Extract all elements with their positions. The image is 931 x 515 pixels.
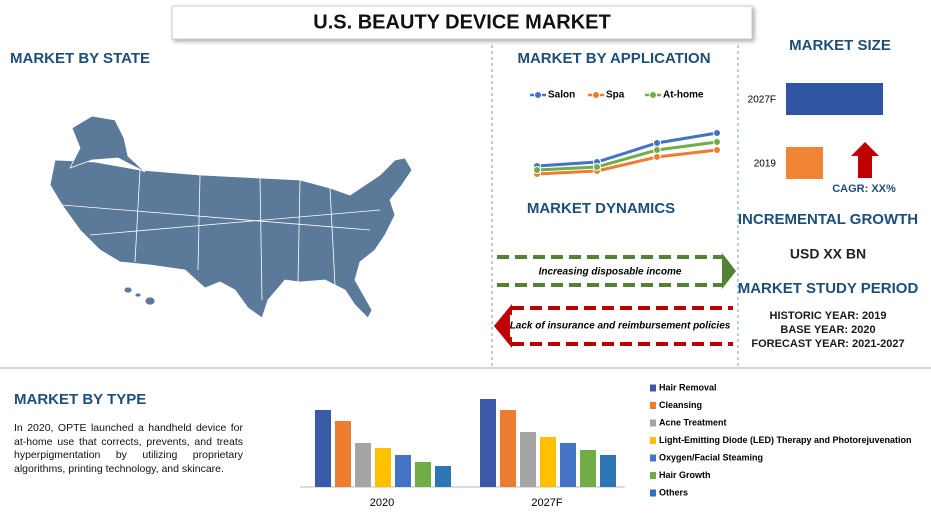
legend-label: At-home xyxy=(663,90,704,101)
bar xyxy=(335,421,351,487)
bar xyxy=(786,83,883,115)
point xyxy=(593,163,601,171)
legend-label: Oxygen/Facial Steaming xyxy=(659,452,763,462)
dynamics-title: MARKET DYNAMICS xyxy=(527,200,675,217)
x-tick-label: 2020 xyxy=(370,497,394,509)
bar xyxy=(415,462,431,487)
legend-label: Salon xyxy=(548,90,575,101)
point xyxy=(533,166,541,174)
legend-marker xyxy=(649,91,657,99)
point xyxy=(713,138,721,146)
bar xyxy=(435,466,451,487)
page-title: U.S. BEAUTY DEVICE MARKET xyxy=(313,11,610,33)
bar xyxy=(395,455,411,487)
series-line xyxy=(536,148,718,176)
bar xyxy=(580,450,596,487)
type-description: In 2020, OPTE launched a handheld device… xyxy=(14,422,243,475)
point xyxy=(713,146,721,154)
bar-label: 2027F xyxy=(748,95,776,106)
point xyxy=(653,139,661,147)
legend-swatch xyxy=(650,437,656,444)
growth-value: USD XX BN xyxy=(790,246,866,262)
cagr: CAGR: XX% xyxy=(832,183,896,195)
title-banner xyxy=(171,5,753,40)
series-line xyxy=(536,131,718,168)
legend-label: Hair Removal xyxy=(659,382,717,392)
legend-swatch xyxy=(650,402,656,409)
application-title: MARKET BY APPLICATION xyxy=(517,50,710,67)
legend-label: Acne Treatment xyxy=(659,417,727,427)
legend-label: Spa xyxy=(606,90,625,101)
state-title: MARKET BY STATE xyxy=(10,50,150,67)
bar xyxy=(520,432,536,487)
growth-arrow xyxy=(851,142,879,178)
bar xyxy=(560,443,576,487)
x-tick-label: 2027F xyxy=(531,497,562,509)
type-title: MARKET BY TYPE xyxy=(14,391,146,408)
driver-arrow xyxy=(497,253,736,289)
legend-label: Others xyxy=(659,487,688,497)
legend-marker xyxy=(592,91,600,99)
period-line: BASE YEAR: 2020 xyxy=(780,324,875,336)
period-line: HISTORIC YEAR: 2019 xyxy=(770,310,887,322)
series-line xyxy=(536,140,718,172)
legend-label: Cleansing xyxy=(659,400,702,410)
point xyxy=(653,146,661,154)
point xyxy=(713,129,721,137)
bar-label: 2019 xyxy=(754,159,777,170)
us-map xyxy=(49,115,413,319)
period-line: FORECAST YEAR: 2021-2027 xyxy=(751,338,904,350)
legend-swatch xyxy=(650,454,656,462)
legend-swatch xyxy=(650,419,656,427)
bar xyxy=(375,448,391,487)
legend-swatch xyxy=(650,489,656,497)
size-title: MARKET SIZE xyxy=(789,37,891,54)
restraint-text: Lack of insurance and reimbursement poli… xyxy=(510,321,731,332)
growth-title: INCREMENTAL GROWTH xyxy=(738,211,918,228)
period-title: MARKET STUDY PERIOD xyxy=(738,280,919,297)
bar xyxy=(480,399,496,487)
driver-text: Increasing disposable income xyxy=(539,267,682,278)
legend-marker xyxy=(534,91,542,99)
legend-label: Light-Emitting Diode (LED) Therapy and P… xyxy=(659,435,912,445)
legend-label: Hair Growth xyxy=(659,470,711,480)
legend-swatch xyxy=(650,472,656,479)
legend-swatch xyxy=(650,384,656,392)
bar xyxy=(500,410,516,487)
bar xyxy=(600,455,616,487)
bar xyxy=(540,437,556,487)
restraint-arrow xyxy=(494,304,733,348)
bar xyxy=(355,443,371,487)
point xyxy=(653,153,661,161)
bar xyxy=(315,410,331,487)
bar xyxy=(786,147,823,179)
